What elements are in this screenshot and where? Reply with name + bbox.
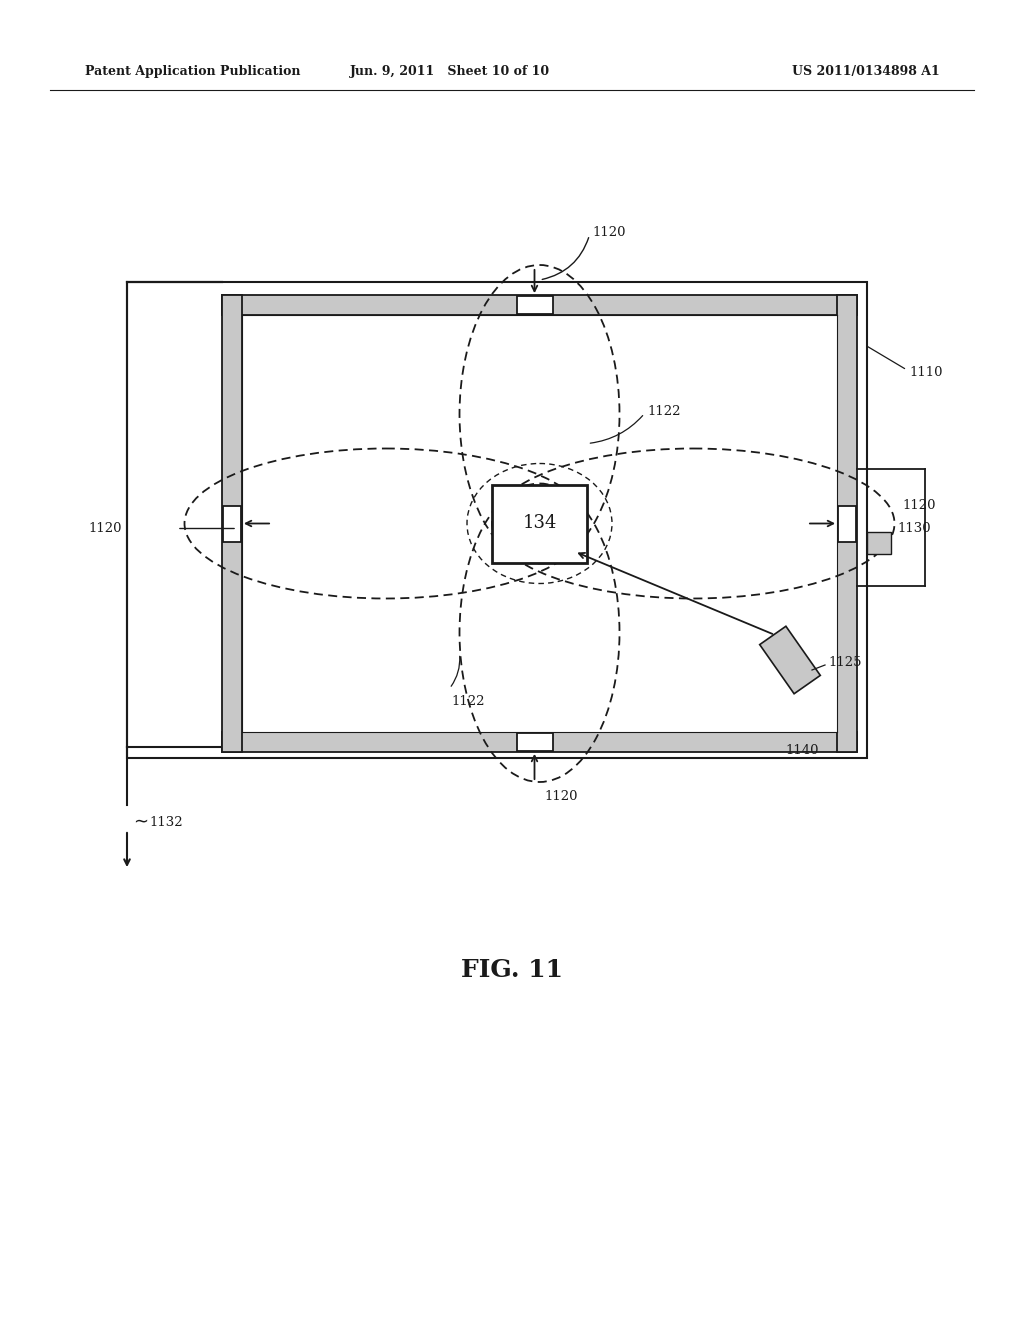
Text: 1130: 1130 [897, 521, 931, 535]
Bar [222, 733, 857, 752]
Bar [838, 506, 856, 541]
Bar [837, 294, 857, 752]
Bar [516, 733, 553, 751]
Text: Patent Application Publication: Patent Application Publication [85, 66, 300, 78]
Text: 1120: 1120 [545, 791, 578, 804]
Text: 1120: 1120 [902, 499, 936, 512]
Text: FIG. 11: FIG. 11 [461, 958, 563, 982]
Text: 1122: 1122 [452, 696, 485, 708]
Text: 1120: 1120 [593, 227, 626, 239]
Text: Jun. 9, 2011   Sheet 10 of 10: Jun. 9, 2011 Sheet 10 of 10 [350, 66, 550, 78]
Bar [242, 315, 837, 733]
Text: 1122: 1122 [647, 405, 681, 418]
Text: US 2011/0134898 A1: US 2011/0134898 A1 [793, 66, 940, 78]
Text: 1140: 1140 [785, 743, 818, 756]
Text: 134: 134 [522, 515, 557, 532]
Bar [492, 484, 587, 562]
Text: 1120: 1120 [88, 521, 122, 535]
Bar [222, 294, 242, 752]
Bar [516, 296, 553, 314]
Polygon shape [760, 626, 820, 694]
Bar [867, 532, 891, 553]
Bar [223, 506, 241, 541]
Bar [222, 294, 857, 315]
Text: 1110: 1110 [909, 367, 942, 380]
Text: ∼: ∼ [133, 813, 148, 832]
Text: 1132: 1132 [150, 816, 182, 829]
Text: 1125: 1125 [828, 656, 861, 669]
